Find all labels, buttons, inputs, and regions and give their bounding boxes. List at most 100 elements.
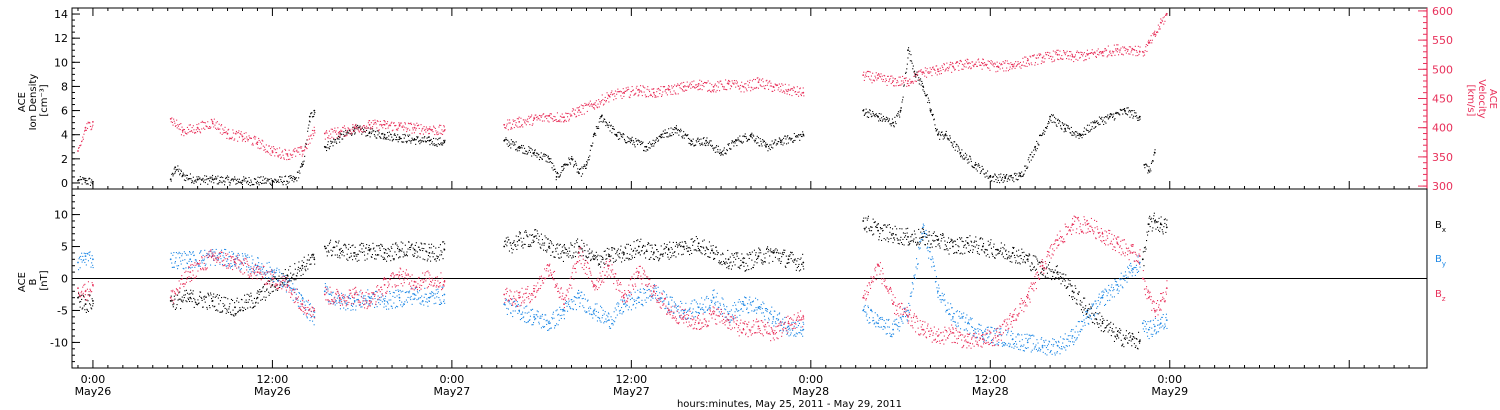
bx-point: [247, 301, 249, 303]
density-point: [261, 183, 263, 185]
bx-point: [421, 243, 423, 245]
bx-point: [987, 240, 989, 242]
velocity-point: [345, 135, 347, 137]
density-point: [207, 178, 209, 180]
bx-point: [1063, 273, 1065, 275]
density-point: [383, 133, 386, 136]
bx-point: [1032, 255, 1034, 257]
velocity-point: [1134, 45, 1136, 47]
bx-point: [681, 241, 683, 243]
density-point: [84, 178, 86, 180]
bx-point: [1003, 248, 1005, 250]
density-point: [1015, 175, 1017, 177]
bx-point: [906, 238, 908, 240]
density-point: [977, 165, 979, 167]
velocity-point: [372, 120, 374, 122]
density-point: [556, 171, 558, 173]
bx-point: [640, 238, 642, 240]
bx-point: [210, 294, 212, 296]
bx-point: [1057, 277, 1059, 279]
bx-point: [919, 242, 921, 244]
velocity-point: [428, 132, 430, 134]
density-point: [229, 184, 231, 186]
density-point: [1005, 175, 1007, 177]
density-point: [649, 141, 651, 143]
density-point: [1083, 127, 1085, 129]
bx-point: [974, 240, 976, 242]
velocity-point: [718, 82, 720, 84]
velocity-point: [1037, 63, 1039, 65]
bx-point: [258, 293, 260, 295]
density-point: [613, 128, 615, 130]
density-point: [203, 181, 205, 183]
density-point: [1092, 122, 1094, 124]
velocity-point: [647, 96, 649, 98]
density-point: [1054, 122, 1056, 124]
bx-point: [378, 254, 380, 256]
velocity-point: [425, 131, 427, 133]
density-point: [657, 140, 659, 142]
velocity-point: [748, 82, 750, 84]
velocity-point: [348, 133, 350, 135]
density-point: [251, 184, 253, 186]
density-point: [196, 176, 198, 178]
velocity-point: [279, 154, 281, 156]
density-point: [762, 139, 764, 141]
bx-point: [963, 245, 965, 247]
velocity-point: [763, 87, 765, 89]
velocity-point: [691, 81, 693, 83]
density-point: [506, 139, 508, 141]
velocity-point: [335, 130, 337, 132]
bx-point: [697, 245, 699, 247]
density-point: [976, 164, 978, 166]
bx-point: [380, 243, 382, 245]
bx-point: [348, 243, 350, 245]
density-point: [622, 136, 624, 138]
velocity-point: [1112, 50, 1114, 52]
bx-point: [506, 241, 508, 243]
velocity-point: [220, 125, 222, 127]
density-point: [201, 179, 203, 181]
bx-point: [914, 233, 916, 235]
velocity-point: [568, 118, 570, 120]
bx-point: [797, 265, 799, 267]
bx-point: [666, 244, 668, 246]
density-point: [428, 139, 431, 142]
density-point: [1112, 115, 1114, 117]
bx-point: [964, 244, 966, 246]
velocity-point: [237, 132, 239, 134]
bx-point: [362, 243, 364, 245]
velocity-point: [576, 115, 578, 117]
velocity-point: [261, 143, 263, 145]
velocity-point: [380, 123, 382, 125]
velocity-point: [573, 112, 575, 114]
velocity-point: [902, 80, 904, 82]
bx-point: [327, 245, 329, 247]
density-point: [267, 178, 269, 180]
density-point: [250, 181, 252, 183]
velocity-point: [359, 126, 361, 128]
velocity-point: [506, 125, 508, 127]
bx-point: [395, 242, 397, 244]
velocity-point: [932, 67, 934, 69]
velocity-point: [1144, 54, 1146, 56]
bx-point: [719, 263, 721, 265]
velocity-point: [85, 129, 87, 131]
bx-point: [354, 246, 356, 248]
density-point: [285, 184, 287, 186]
density-point: [1094, 126, 1096, 128]
velocity-point: [640, 90, 642, 92]
velocity-point: [360, 128, 362, 130]
density-point: [755, 138, 757, 140]
bx-point: [1060, 283, 1062, 285]
density-point: [1139, 118, 1141, 120]
velocity-point: [404, 122, 406, 124]
density-point: [441, 142, 443, 144]
density-point: [903, 84, 905, 86]
velocity-point: [701, 80, 703, 82]
bx-point: [597, 264, 599, 266]
density-point: [740, 140, 742, 142]
density-point: [616, 135, 618, 137]
density-point: [209, 176, 211, 178]
bx-point: [862, 220, 865, 222]
